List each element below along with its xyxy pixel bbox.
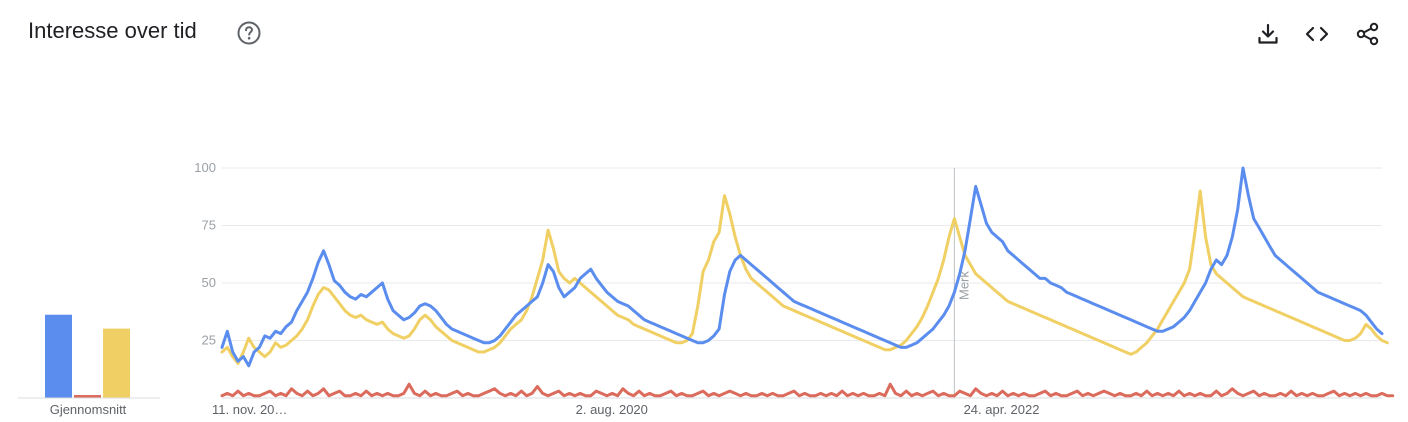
annotation-label[interactable]: Merk bbox=[956, 271, 971, 300]
y-tick-label: 100 bbox=[194, 160, 216, 175]
average-bar-2 bbox=[74, 395, 101, 398]
series-line-1 bbox=[220, 166, 1384, 368]
average-label: Gjennomsnitt bbox=[50, 402, 127, 417]
share-icon[interactable] bbox=[1354, 20, 1382, 48]
average-bar-3 bbox=[103, 328, 130, 398]
chart-title: Interesse over tid bbox=[28, 18, 197, 43]
y-tick-label: 50 bbox=[202, 275, 216, 290]
chart-header: Interesse over tid bbox=[0, 0, 1408, 70]
interest-line-chart: 25 50 75 100 Merk 11. nov. 20… 2. aug. 2020 2… bbox=[194, 160, 1395, 417]
embed-code-icon[interactable] bbox=[1303, 20, 1331, 48]
x-tick-label: 2. aug. 2020 bbox=[576, 402, 648, 417]
y-tick-label: 75 bbox=[202, 218, 216, 233]
y-tick-label: 25 bbox=[202, 333, 216, 348]
x-tick-label: 11. nov. 20… bbox=[212, 402, 287, 417]
help-circle-icon[interactable] bbox=[236, 20, 262, 46]
average-bars: Gjennomsnitt bbox=[18, 314, 160, 417]
x-tick-label: 24. apr. 2022 bbox=[964, 402, 1040, 417]
series-line-2 bbox=[220, 382, 1395, 398]
download-icon[interactable] bbox=[1254, 20, 1282, 48]
series-line-3 bbox=[220, 189, 1389, 365]
average-bar-1 bbox=[45, 314, 72, 398]
